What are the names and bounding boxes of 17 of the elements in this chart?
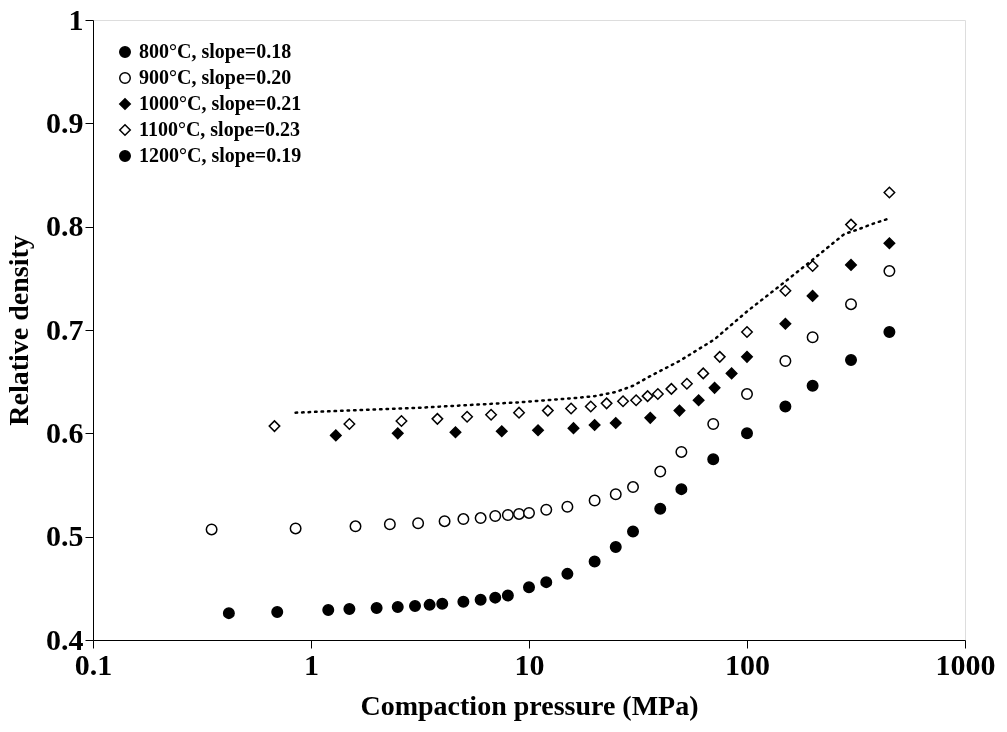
y-tick-label: 0.5 (46, 519, 84, 553)
x-tick-label: 1 (304, 647, 319, 681)
legend-label: 1200°C, slope=0.19 (139, 144, 302, 167)
legend-label: 800°C, slope=0.18 (139, 40, 292, 63)
y-tick-label: 0.6 (46, 415, 84, 449)
x-axis-title: Compaction pressure (MPa) (360, 689, 699, 721)
x-tick-label: 100 (725, 647, 770, 681)
legend-label: 1000°C, slope=0.21 (139, 92, 302, 115)
y-tick-label: 0.8 (46, 209, 84, 243)
legend-label: 900°C, slope=0.20 (139, 66, 292, 89)
y-tick-label: 0.7 (46, 312, 84, 346)
x-tick-label: 1000 (935, 647, 996, 681)
y-tick-label: 1 (68, 2, 84, 36)
x-tick-label: 10 (514, 647, 545, 681)
y-tick-label: 0.9 (46, 105, 84, 139)
y-axis-title: Relative density (3, 235, 34, 426)
legend-label: 1100°C, slope=0.23 (139, 118, 301, 141)
